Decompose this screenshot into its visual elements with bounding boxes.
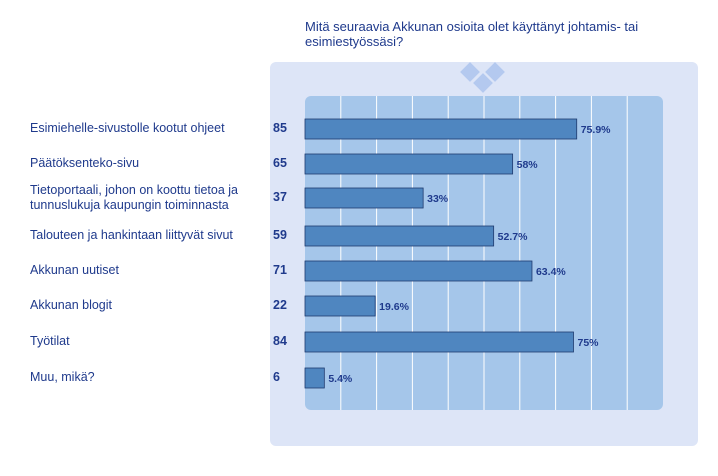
category-label: Päätöksenteko-sivu	[30, 156, 140, 170]
data-label: 52.7%	[498, 231, 528, 243]
category-label: Akkunan blogit	[30, 298, 113, 312]
count-label: 22	[273, 298, 287, 312]
bar	[304, 187, 424, 209]
bar	[304, 260, 533, 282]
count-label: 71	[273, 263, 287, 277]
data-label: 63.4%	[536, 266, 566, 278]
bar	[304, 331, 574, 353]
category-label: Työtilat	[30, 334, 70, 348]
data-label: 19.6%	[379, 301, 409, 313]
category-label: Muu, mikä?	[30, 370, 95, 384]
data-label: 5.4%	[328, 373, 353, 385]
category-label: Esimiehelle-sivustolle kootut ohjeet	[30, 121, 225, 135]
count-label: 84	[273, 334, 287, 348]
data-label: 75.9%	[581, 124, 611, 136]
count-label: 37	[273, 190, 287, 204]
category-label: Talouteen ja hankintaan liittyvät sivut	[30, 228, 233, 242]
count-label: 65	[273, 156, 287, 170]
bar	[304, 118, 578, 140]
count-label: 6	[273, 370, 280, 384]
bar	[304, 225, 495, 247]
chart-title: Mitä seuraavia Akkunan osioita olet käyt…	[305, 19, 639, 49]
category-label: Tietoportaali, johon on koottu tietoa ja…	[30, 183, 239, 212]
bar	[304, 367, 325, 389]
category-label: Akkunan uutiset	[30, 263, 119, 277]
count-label: 85	[273, 121, 287, 135]
data-label: 75%	[578, 337, 600, 349]
bar	[304, 153, 514, 175]
data-label: 58%	[517, 159, 539, 171]
count-label: 59	[273, 228, 287, 242]
data-label: 33%	[427, 193, 449, 205]
bar	[304, 295, 376, 317]
